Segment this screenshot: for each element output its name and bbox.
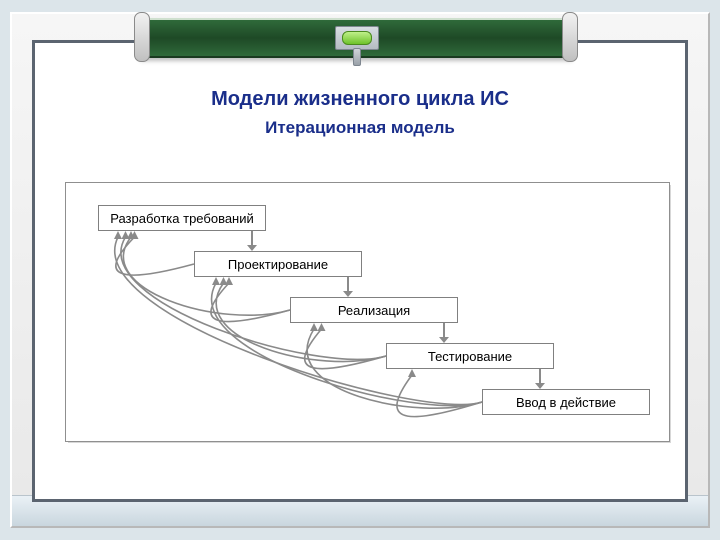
stage-box-3: Тестирование xyxy=(386,343,554,369)
projector-screen-bar xyxy=(140,4,572,62)
screen-cap-right xyxy=(562,12,578,62)
diagram-box: Разработка требований Проектирование Реали… xyxy=(65,182,670,442)
stage-box-4: Ввод в действие xyxy=(482,389,650,415)
diagram-container: Разработка требований Проектирование Реали… xyxy=(65,182,668,440)
forward-arrow-3 xyxy=(535,369,545,389)
stage-box-1: Проектирование xyxy=(194,251,362,277)
level-indicator-icon xyxy=(342,31,372,45)
screen-cap-left xyxy=(134,12,150,62)
forward-arrow-2 xyxy=(439,323,449,343)
stage-box-2: Реализация xyxy=(290,297,458,323)
back-arrow-3 xyxy=(397,369,482,417)
page-title: Модели жизненного цикла ИС xyxy=(0,88,720,111)
forward-arrow-1 xyxy=(343,277,353,297)
forward-arrow-0 xyxy=(247,231,257,251)
screen-handle xyxy=(335,4,377,62)
stage-box-0: Разработка требований xyxy=(98,205,266,231)
page-background: Модели жизненного цикла ИС Итерационная … xyxy=(0,0,720,540)
page-subtitle: Итерационная модель xyxy=(0,118,720,138)
handle-stem xyxy=(353,48,361,66)
